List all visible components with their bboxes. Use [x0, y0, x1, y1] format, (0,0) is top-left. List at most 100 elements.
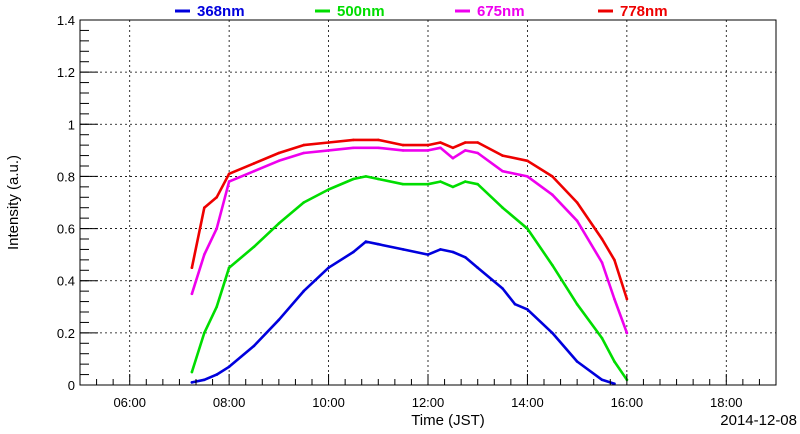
data-point-368nm — [426, 253, 430, 256]
data-point-368nm — [439, 248, 442, 251]
data-point-500nm — [575, 302, 579, 306]
data-point-500nm — [551, 263, 554, 267]
y-tick-label: 1.4 — [57, 13, 75, 28]
data-point-500nm — [327, 188, 330, 191]
data-point-500nm — [526, 227, 529, 230]
y-tick-label: 0.4 — [57, 274, 75, 289]
data-point-778nm — [426, 143, 430, 147]
series-lines — [190, 138, 629, 386]
data-point-500nm — [302, 201, 306, 204]
data-point-368nm — [464, 255, 467, 259]
data-point-675nm — [215, 227, 218, 230]
grid-lines — [80, 19, 776, 385]
data-point-368nm — [352, 250, 355, 254]
data-point-778nm — [600, 237, 604, 241]
data-point-500nm — [401, 182, 405, 186]
data-point-778nm — [327, 141, 330, 144]
data-point-778nm — [277, 151, 281, 155]
data-point-778nm — [501, 154, 504, 157]
data-point-368nm — [190, 381, 194, 384]
y-tick-label: 0.2 — [57, 326, 75, 341]
data-point-368nm — [613, 382, 616, 386]
data-point-675nm — [501, 169, 504, 173]
data-point-368nm — [302, 289, 306, 293]
legend-label-675nm: 675nm — [477, 3, 525, 20]
data-point-368nm — [227, 365, 231, 369]
data-point-675nm — [252, 169, 256, 173]
data-point-675nm — [327, 149, 330, 152]
legend-label-778nm: 778nm — [620, 3, 668, 20]
legend: 368nm 500nm 675nm 778nm — [175, 3, 668, 20]
data-point-675nm — [526, 175, 529, 178]
data-point-675nm — [625, 331, 629, 335]
data-point-368nm — [476, 266, 480, 270]
data-point-500nm — [451, 185, 455, 189]
data-point-675nm — [190, 292, 194, 296]
data-point-675nm — [451, 156, 455, 160]
date-label: 2014-12-08 — [720, 412, 797, 429]
x-tick-label: 08:00 — [213, 395, 246, 410]
data-point-368nm — [203, 378, 206, 382]
data-point-368nm — [215, 373, 218, 376]
data-point-675nm — [613, 297, 616, 301]
series-line-778nm — [190, 138, 629, 301]
data-point-368nm — [327, 266, 330, 270]
data-point-778nm — [613, 258, 616, 262]
data-point-368nm — [252, 344, 256, 348]
data-point-500nm — [364, 175, 368, 178]
data-point-778nm — [190, 266, 194, 270]
data-point-778nm — [401, 143, 405, 147]
y-tick-label: 0.8 — [57, 169, 75, 184]
data-point-778nm — [464, 141, 467, 144]
data-point-368nm — [377, 242, 380, 246]
x-tick-label: 06:00 — [113, 395, 146, 410]
data-point-778nm — [252, 162, 256, 165]
y-tick-label: 1 — [68, 117, 75, 132]
x-tick-label: 12:00 — [412, 395, 445, 410]
data-point-675nm — [600, 261, 604, 264]
data-point-368nm — [551, 331, 554, 335]
data-point-368nm — [277, 318, 281, 322]
data-point-368nm — [575, 360, 579, 363]
data-point-500nm — [377, 177, 380, 181]
data-point-778nm — [352, 138, 355, 142]
data-point-675nm — [401, 149, 405, 152]
data-point-675nm — [203, 253, 206, 256]
data-point-675nm — [352, 146, 355, 150]
data-point-778nm — [451, 146, 455, 150]
x-tick-label: 14:00 — [511, 395, 544, 410]
data-point-675nm — [377, 146, 380, 150]
y-tick-label: 1.2 — [57, 65, 75, 80]
data-point-368nm — [513, 302, 517, 306]
data-point-500nm — [439, 180, 442, 183]
axis-ticks: 06:00 08:00 10:00 12:00 14:00 16:00 18:00 0 0.2 0… — [57, 13, 760, 410]
data-point-778nm — [551, 175, 554, 178]
data-point-368nm — [401, 248, 405, 251]
data-point-778nm — [215, 196, 218, 199]
y-axis-title: Intensity (a.u.) — [5, 155, 22, 250]
data-point-675nm — [302, 151, 306, 155]
data-point-500nm — [600, 336, 604, 340]
data-point-500nm — [501, 206, 504, 209]
data-point-500nm — [613, 360, 616, 363]
x-tick-label: 16:00 — [611, 395, 644, 410]
data-point-675nm — [426, 149, 430, 152]
x-tick-label: 10:00 — [312, 395, 345, 410]
data-point-778nm — [625, 297, 629, 301]
legend-label-368nm: 368nm — [197, 3, 245, 20]
data-point-368nm — [600, 378, 604, 382]
data-point-500nm — [426, 182, 430, 186]
data-point-778nm — [377, 138, 380, 142]
data-point-778nm — [575, 201, 579, 204]
data-point-500nm — [464, 180, 467, 183]
data-point-368nm — [451, 250, 455, 254]
data-point-675nm — [227, 180, 231, 183]
series-line-368nm — [190, 240, 616, 386]
data-point-675nm — [439, 146, 442, 150]
legend-label-500nm: 500nm — [337, 3, 385, 20]
y-tick-label: 0.6 — [57, 222, 75, 237]
data-point-778nm — [476, 141, 480, 144]
data-point-675nm — [277, 159, 281, 163]
series-line-675nm — [190, 146, 629, 335]
